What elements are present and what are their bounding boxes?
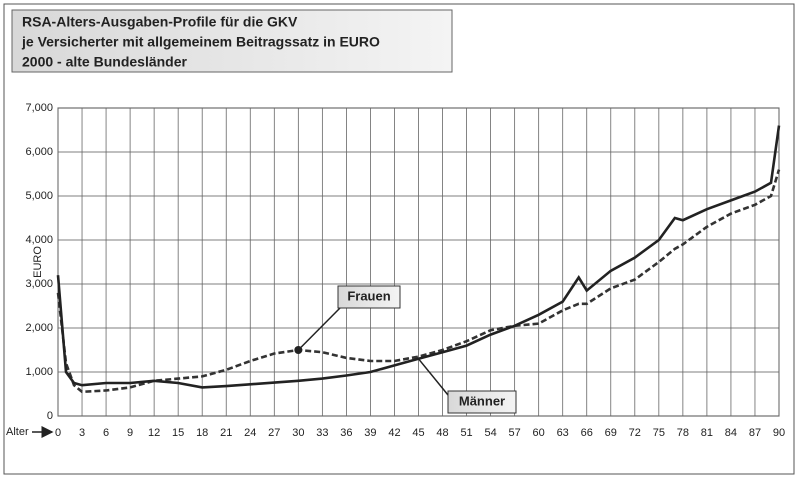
y-tick-label: 6,000 [25,146,53,158]
y-tick-label: 1,000 [25,366,53,378]
x-tick-label: 0 [55,427,61,439]
x-tick-label: 33 [316,427,328,439]
x-tick-label: 60 [533,427,545,439]
annotation-dot [294,346,303,354]
x-tick-label: 57 [509,427,521,439]
y-tick-label: 5,000 [25,190,53,202]
x-tick-label: 15 [172,427,184,439]
x-tick-label: 87 [749,427,761,439]
frame [3,3,795,475]
x-tick-label: 72 [629,427,641,439]
annotation-box [447,390,517,414]
x-tick-label: 69 [605,427,617,439]
y-tick-label: 7,000 [25,102,53,114]
x-tick-label: 27 [268,427,280,439]
x-tick-label: 42 [388,427,400,439]
x-tick-label: 30 [292,427,304,439]
x-tick-label: 63 [557,427,569,439]
x-tick-label: 12 [148,427,160,439]
x-tick-label: 75 [653,427,665,439]
x-tick-label: 36 [340,427,352,439]
data-line [56,125,781,389]
y-tick-label: 4,000 [25,234,53,246]
y-tick-label: 2,000 [25,322,53,334]
x-tick-label: 81 [701,427,713,439]
y-tick-label: 0 [47,410,53,422]
y-axis-label: EURO [32,246,44,278]
x-tick-label: 66 [581,427,593,439]
x-tick-label: 6 [103,427,109,439]
x-tick-label: 45 [412,427,424,439]
chart-title: 2000 - alte Bundesländer [22,54,188,70]
annotation-arrow [417,358,449,396]
x-tick-label: 51 [460,427,472,439]
x-tick-label: 9 [127,427,133,439]
x-tick-label: 3 [79,427,85,439]
x-tick-label: 84 [725,427,737,439]
annotation-box [337,285,401,309]
x-tick-label: 54 [484,427,496,439]
x-tick-label: 78 [677,427,689,439]
x-axis-label: Alter [6,426,29,438]
annotation-label: Männer [459,393,505,408]
title-box [11,9,453,73]
chart-title: RSA-Alters-Ausgaben-Profile für die GKV [22,14,298,30]
x-tick-label: 18 [196,427,208,439]
x-tick-label: 39 [364,427,376,439]
x-tick-label: 48 [436,427,448,439]
y-tick-label: 3,000 [25,278,53,290]
x-tick-label: 90 [773,427,785,439]
x-tick-label: 21 [220,427,232,439]
x-tick-label: 24 [244,427,256,439]
chart-title: je Versicherter mit allgemeinem Beitrags… [21,34,380,50]
annotation-label: Frauen [347,288,390,303]
annotation-arrow [297,305,343,351]
